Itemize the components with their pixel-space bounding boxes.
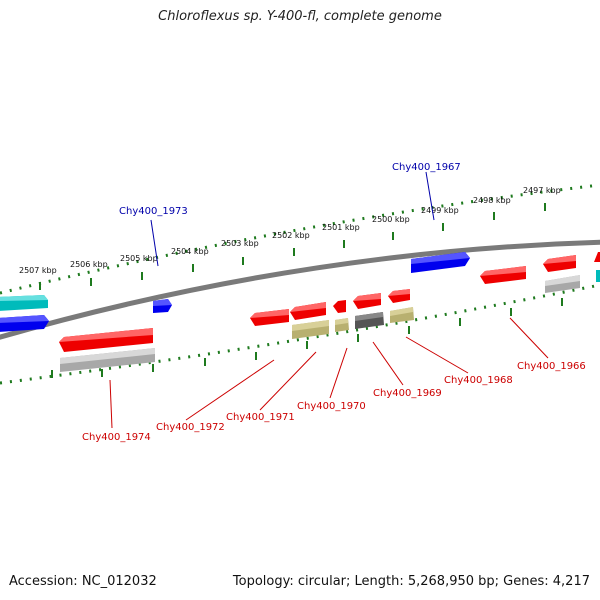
scale-label: 2497 kbp [523,186,561,195]
gene-block-chy400-1969[interactable] [355,312,383,321]
genome-info-text: Topology: circular; Length: 5,268,950 bp… [232,574,590,589]
gene-arrow[interactable] [594,252,600,262]
scale-label: 2499 kbp [421,206,459,215]
gene-label-chy400-1968[interactable]: Chy400_1968 [444,375,513,386]
scale-label: 2506 kbp [70,260,108,269]
gene-arrow[interactable] [0,295,48,301]
gene-arrow-chy400-1973[interactable] [153,299,172,306]
leader-lines [109,171,549,429]
gene-label-chy400-1972[interactable]: Chy400_1972 [156,422,225,433]
top-strand-genes [0,252,600,332]
scale-label: 2498 kbp [473,196,511,205]
gene-label-chy400-1973[interactable]: Chy400_1973 [119,206,188,217]
gene-block[interactable] [60,348,155,364]
scale-label: 2500 kbp [372,215,410,224]
rna-block-chy400-1970[interactable] [335,318,348,325]
gene-arrow[interactable] [333,300,346,313]
gene-arrow-chy400-1974[interactable] [59,328,153,342]
gene-labels: Chy400_1973 Chy400_1967 Chy400_1974 Chy4… [82,162,586,443]
gene-label-chy400-1971[interactable]: Chy400_1971 [226,412,295,423]
gene-arrow-chy400-1966[interactable] [480,266,526,276]
bottom-strand-genes [59,255,580,372]
gene-label-chy400-1970[interactable]: Chy400_1970 [297,401,366,412]
scale-label: 2507 kbp [19,266,57,275]
upper-scale-ticks [39,203,546,290]
gene-block[interactable] [545,275,580,286]
gene-arrow[interactable] [596,270,600,282]
accession-text: Accession: NC_012032 [9,574,157,589]
scale-labels: 2507 kbp 2506 kbp 2505 kbp 2504 kbp 2503… [19,186,561,275]
gene-label-chy400-1969[interactable]: Chy400_1969 [373,388,442,399]
rna-block[interactable] [292,320,329,331]
scale-label: 2501 kbp [322,223,360,232]
gene-label-chy400-1967[interactable]: Chy400_1967 [392,162,461,173]
gene-arrow-chy400-1971[interactable] [290,302,326,312]
scale-label: 2502 kbp [272,231,310,240]
gene-arrow-chy400-1969[interactable] [353,293,381,301]
gene-arrow-chy400-1968[interactable] [388,289,410,296]
scale-label: 2505 kbp [120,254,158,263]
gene-arrow-chy400-1967[interactable] [411,252,470,264]
gene-label-chy400-1974[interactable]: Chy400_1974 [82,432,151,443]
gene-arrow-chy400-1972[interactable] [250,309,289,318]
genome-title: Chloroflexus sp. Y-400-fl, complete geno… [158,9,442,24]
gene-arrow[interactable] [0,315,49,323]
scale-label: 2504 kbp [171,247,209,256]
gene-arrow[interactable] [543,255,576,264]
gene-label-chy400-1966[interactable]: Chy400_1966 [517,361,586,372]
rna-block-chy400-1968[interactable] [390,307,413,316]
scale-label: 2503 kbp [221,239,259,248]
genome-backbone [0,239,600,340]
lower-scale-ticks [51,298,563,378]
